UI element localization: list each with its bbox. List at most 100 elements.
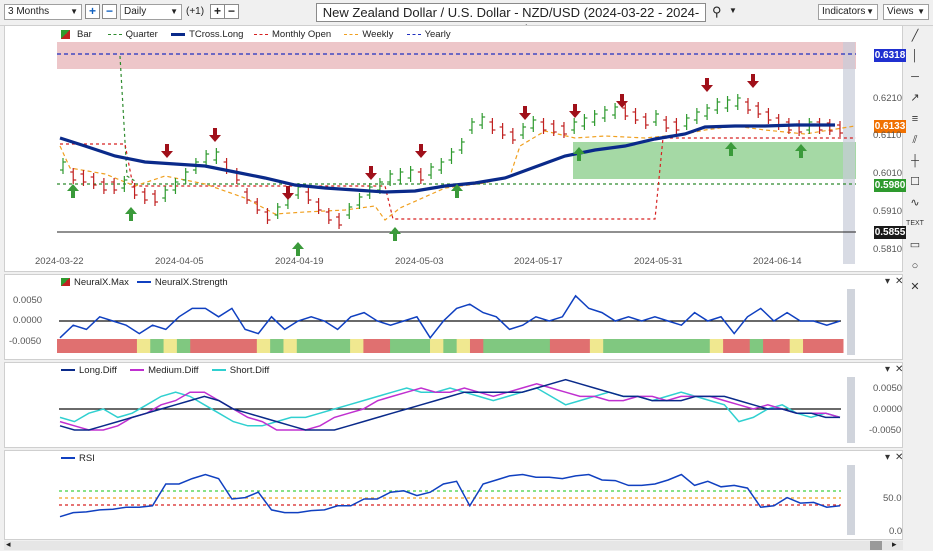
legend-monthly: Monthly Open: [254, 29, 331, 40]
trendline-tool-icon[interactable]: ╱: [911, 30, 919, 42]
diff-future-zone: [847, 377, 855, 443]
long-diff-swatch-icon: [61, 369, 75, 372]
diff-panel[interactable]: Long.Diff Medium.Diff Short.Diff 0.0050 …: [4, 362, 903, 448]
price-bars: [60, 94, 843, 229]
neuralx-max-cell: [816, 339, 831, 353]
neuralx-max-cell: [603, 339, 618, 353]
collapse-icon[interactable]: ▾: [885, 276, 891, 287]
timeframe-dropdown[interactable]: 3 Months ▼: [4, 4, 82, 20]
fib-tool-icon[interactable]: ≡: [911, 113, 919, 125]
scroll-thumb[interactable]: [870, 541, 882, 550]
offset-minus-button[interactable]: −: [224, 4, 239, 19]
horizontal-line-tool-icon[interactable]: ─: [911, 71, 919, 83]
legend-label: Short.Diff: [229, 365, 270, 376]
ray-tool-icon[interactable]: ↗: [910, 92, 920, 104]
text-tool-icon[interactable]: TEXT: [906, 220, 924, 227]
neuralx-max-cell: [216, 339, 231, 353]
search-chevron-down-icon[interactable]: ▼: [729, 6, 737, 15]
y-tick: 0.0: [889, 526, 903, 537]
neuralx-max-swatch-icon: [61, 278, 70, 287]
comment-tool-icon[interactable]: ☐: [910, 176, 920, 188]
legend-label: Quarter: [125, 29, 158, 40]
neuralx-max-cell: [483, 339, 498, 353]
up-arrow-head-icon: [725, 142, 737, 149]
zoom-in-button[interactable]: +: [85, 4, 100, 19]
legend-bar: Bar: [61, 29, 92, 40]
y-tick: -0.0050: [9, 336, 42, 347]
close-tool-icon[interactable]: ✕: [910, 281, 920, 293]
neuralx-max-cell: [443, 339, 458, 353]
neuralx-max-cell: [536, 339, 551, 353]
up-arrow-icon: [799, 150, 803, 158]
up-arrow-icon: [296, 248, 300, 256]
up-arrow-head-icon: [451, 184, 463, 191]
close-icon[interactable]: ✕: [895, 452, 904, 463]
up-arrow-icon: [729, 148, 733, 156]
wave-tool-icon[interactable]: ∿: [910, 197, 920, 209]
neuralx-chart: [57, 289, 855, 355]
long-diff-line: [59, 378, 840, 431]
rsi-swatch-icon: [61, 457, 75, 460]
close-icon[interactable]: ✕: [895, 364, 904, 375]
up-arrow-head-icon: [292, 242, 304, 249]
up-arrow-icon: [577, 153, 581, 161]
collapse-icon[interactable]: ▾: [885, 452, 891, 463]
neuralx-max-cell: [416, 339, 431, 353]
neuralx-max-cell: [723, 339, 737, 353]
monthly-swatch-icon: [254, 33, 269, 35]
neuralx-max-cell: [683, 339, 697, 353]
indicators-button[interactable]: Indicators ▼: [818, 4, 878, 20]
scroll-left-icon[interactable]: ◂: [6, 539, 11, 549]
neuralx-max-cell: [669, 339, 684, 353]
up-arrow-head-icon: [67, 184, 79, 191]
zoom-out-button[interactable]: −: [102, 4, 117, 19]
legend-label: Medium.Diff: [148, 365, 199, 376]
neuralx-max-cell: [430, 339, 444, 353]
channel-tool-icon[interactable]: ⫽: [912, 134, 918, 146]
gann-tool-icon[interactable]: ┼: [911, 155, 919, 167]
collapse-icon[interactable]: ▾: [885, 364, 891, 375]
symbol-title[interactable]: New Zealand Dollar / U.S. Dollar - NZD/U…: [316, 3, 706, 37]
y-tick: 0.6110: [873, 130, 902, 141]
up-arrow-icon: [393, 233, 397, 241]
legend-quarter: Quarter: [107, 29, 158, 40]
neural-future-zone: [847, 289, 855, 355]
quarter-swatch-icon: [107, 33, 122, 35]
price-panel[interactable]: Bar Quarter TCross.Long Monthly Open Wee…: [4, 25, 906, 272]
neuralx-max-cell: [376, 339, 391, 353]
neuralx-max-cell: [749, 339, 764, 353]
offset-plus-button[interactable]: +: [210, 4, 225, 19]
down-arrow-head-icon: [616, 101, 628, 108]
close-icon[interactable]: ✕: [895, 276, 904, 287]
interval-dropdown[interactable]: Daily ▼: [120, 4, 182, 20]
short-diff-line: [59, 387, 841, 427]
rectangle-tool-icon[interactable]: ▭: [909, 239, 921, 251]
scroll-right-icon[interactable]: ▸: [892, 539, 897, 549]
views-button[interactable]: Views ▼: [883, 4, 929, 20]
legend-tcross: TCross.Long: [171, 29, 243, 40]
neuralx-max-cell: [803, 339, 817, 353]
neuralx-max-band: [57, 339, 844, 353]
x-tick: 2024-04-05: [155, 256, 204, 267]
vertical-line-tool-icon[interactable]: │: [911, 50, 919, 62]
rsi-legend: RSI: [61, 453, 95, 464]
y-tick: 0.0050: [873, 383, 903, 394]
search-icon[interactable]: ⚲: [712, 4, 722, 19]
horizontal-scrollbar[interactable]: ◂ ▸: [4, 539, 903, 550]
neuralx-max-cell: [403, 339, 418, 353]
quarter-line-start: [119, 55, 136, 182]
ellipse-tool-icon[interactable]: ○: [911, 260, 919, 272]
rsi-line: [59, 473, 841, 518]
neuralx-max-cell: [576, 339, 591, 353]
neuralx-max-cell: [616, 339, 631, 353]
down-arrow-head-icon: [161, 151, 173, 158]
rsi-panel[interactable]: RSI 50.0 0.0 ▾ ✕: [4, 450, 903, 540]
legend-label: NeuralX.Strength: [154, 277, 228, 288]
x-tick: 2024-03-22: [35, 256, 84, 267]
offset-label: (+1): [186, 6, 205, 17]
neuralx-panel[interactable]: NeuralX.Max NeuralX.Strength 0.0050 0.00…: [4, 274, 903, 360]
neuralx-max-cell: [83, 339, 98, 353]
up-arrow-head-icon: [389, 227, 401, 234]
neuralx-max-cell: [136, 339, 151, 353]
down-arrow-icon: [751, 74, 755, 82]
